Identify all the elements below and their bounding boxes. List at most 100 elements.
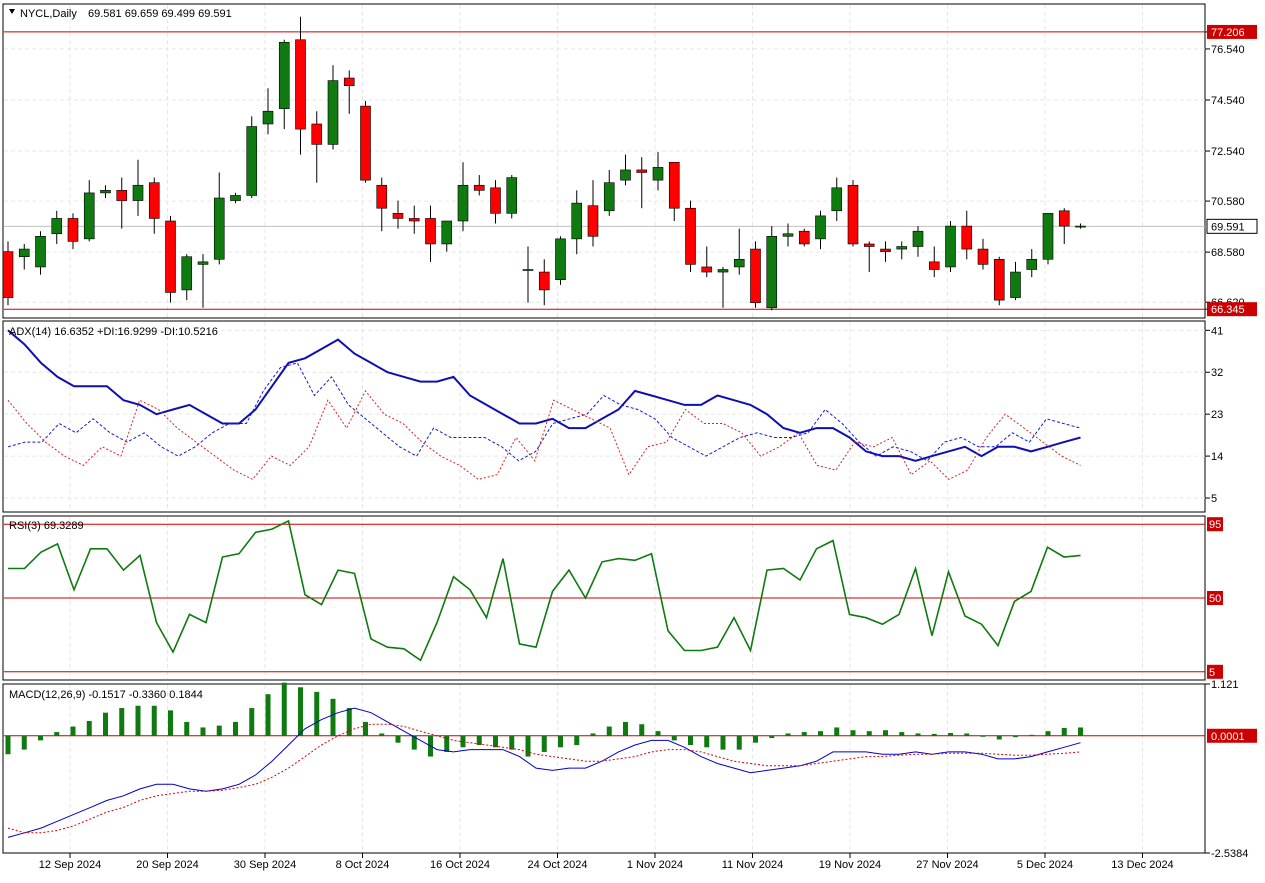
candle[interactable] bbox=[376, 177, 388, 232]
candle[interactable] bbox=[83, 180, 95, 242]
candle[interactable] bbox=[35, 231, 46, 275]
candle[interactable] bbox=[928, 246, 940, 278]
adx-panel[interactable] bbox=[7, 329, 1081, 481]
macd-histogram-bar bbox=[899, 732, 905, 736]
candle[interactable] bbox=[847, 180, 859, 247]
candle-body bbox=[18, 248, 30, 258]
rsi-line bbox=[8, 519, 1081, 662]
x-tick-label: 16 Oct 2024 bbox=[430, 859, 490, 871]
candle[interactable] bbox=[295, 16, 306, 155]
candle[interactable] bbox=[701, 246, 713, 278]
candle[interactable] bbox=[473, 175, 485, 196]
candle[interactable] bbox=[896, 241, 908, 260]
macd-histogram-bar bbox=[785, 733, 791, 736]
candle[interactable] bbox=[490, 180, 501, 224]
candle[interactable] bbox=[815, 210, 826, 250]
candle[interactable] bbox=[116, 177, 128, 229]
candle[interactable] bbox=[912, 226, 924, 257]
candle[interactable] bbox=[717, 266, 729, 308]
candle-body bbox=[376, 184, 388, 209]
candle[interactable] bbox=[555, 236, 566, 285]
candle[interactable] bbox=[100, 185, 111, 199]
candle[interactable] bbox=[67, 213, 79, 250]
candle[interactable] bbox=[945, 220, 956, 273]
candle[interactable] bbox=[798, 228, 810, 247]
macd-signal-line bbox=[7, 723, 1081, 834]
candle-body bbox=[473, 184, 485, 191]
candle[interactable] bbox=[977, 238, 989, 270]
candle-body bbox=[425, 218, 436, 245]
macd-histogram-bar bbox=[883, 730, 888, 736]
candle-body bbox=[1010, 271, 1021, 298]
candle[interactable] bbox=[425, 205, 436, 262]
candle[interactable] bbox=[1010, 261, 1021, 301]
candle[interactable] bbox=[993, 256, 1005, 306]
candle[interactable] bbox=[668, 161, 680, 221]
candle[interactable] bbox=[262, 88, 274, 135]
candle[interactable] bbox=[278, 39, 290, 130]
macd-histogram-bar bbox=[623, 721, 628, 736]
macd-histogram-bar bbox=[1013, 735, 1018, 738]
candle[interactable] bbox=[181, 254, 193, 301]
axis-labels: 76.54074.54072.54070.58068.58066.62077.2… bbox=[39, 24, 1258, 871]
candle[interactable] bbox=[311, 111, 323, 183]
x-tick-label: 8 Oct 2024 bbox=[336, 859, 390, 871]
candle[interactable] bbox=[327, 65, 339, 150]
candle[interactable] bbox=[343, 70, 355, 114]
candle[interactable] bbox=[165, 215, 176, 303]
macd-histogram-bar bbox=[671, 735, 677, 741]
candle[interactable] bbox=[522, 246, 534, 303]
candle[interactable] bbox=[148, 177, 160, 234]
candle[interactable] bbox=[636, 157, 648, 209]
candle[interactable] bbox=[51, 210, 63, 244]
candle[interactable] bbox=[538, 259, 550, 306]
candle[interactable] bbox=[831, 177, 843, 221]
candle[interactable] bbox=[1075, 223, 1086, 229]
candle[interactable] bbox=[18, 243, 30, 270]
candle[interactable] bbox=[506, 175, 518, 219]
x-tick-label: 27 Nov 2024 bbox=[916, 859, 978, 871]
candle[interactable] bbox=[652, 152, 664, 191]
candle[interactable] bbox=[132, 159, 144, 216]
candle[interactable] bbox=[685, 200, 696, 273]
candle[interactable] bbox=[197, 254, 209, 308]
rsi-panel[interactable] bbox=[4, 519, 1205, 673]
candle[interactable] bbox=[213, 172, 225, 265]
macd-histogram-bar bbox=[346, 708, 352, 736]
candle[interactable] bbox=[2, 241, 14, 306]
candle[interactable] bbox=[880, 241, 891, 262]
candle[interactable] bbox=[1026, 249, 1038, 278]
candle[interactable] bbox=[457, 162, 469, 232]
macd-histogram-bar bbox=[70, 726, 76, 736]
candle[interactable] bbox=[392, 200, 404, 229]
macd-panel[interactable] bbox=[4, 682, 1205, 838]
macd-histogram-bar bbox=[103, 712, 108, 736]
candle[interactable] bbox=[766, 226, 778, 311]
candle[interactable] bbox=[230, 192, 241, 204]
price-panel[interactable] bbox=[2, 16, 1205, 311]
candle[interactable] bbox=[1058, 208, 1070, 244]
candle[interactable] bbox=[571, 190, 583, 255]
candle[interactable] bbox=[782, 223, 794, 247]
candle[interactable] bbox=[620, 154, 631, 186]
candle[interactable] bbox=[863, 241, 875, 273]
candle[interactable] bbox=[750, 241, 761, 308]
candle-body bbox=[603, 182, 615, 212]
candle[interactable] bbox=[603, 169, 615, 216]
candle-body bbox=[490, 187, 501, 214]
candle-body bbox=[717, 269, 729, 273]
candle[interactable] bbox=[408, 205, 420, 234]
macd-histogram-bar bbox=[639, 724, 645, 736]
price-label-box bbox=[1207, 302, 1257, 317]
candle[interactable] bbox=[733, 228, 745, 275]
candle[interactable] bbox=[441, 220, 453, 252]
candle[interactable] bbox=[246, 116, 258, 199]
x-tick-label: 30 Sep 2024 bbox=[234, 859, 296, 871]
candle[interactable] bbox=[1042, 213, 1054, 265]
candle[interactable] bbox=[360, 101, 371, 183]
candle[interactable] bbox=[587, 180, 599, 247]
candle[interactable] bbox=[961, 210, 973, 260]
candle-body bbox=[782, 233, 794, 237]
